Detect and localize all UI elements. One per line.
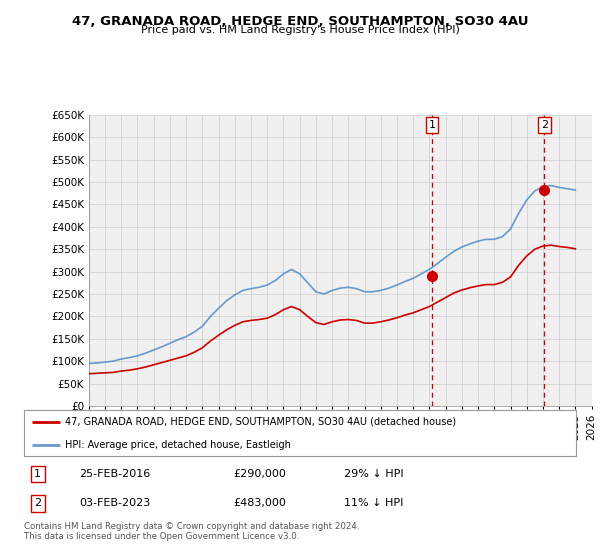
Text: 11% ↓ HPI: 11% ↓ HPI [344,498,404,508]
Text: Contains HM Land Registry data © Crown copyright and database right 2024.
This d: Contains HM Land Registry data © Crown c… [24,522,359,542]
Text: £483,000: £483,000 [234,498,287,508]
Text: 2: 2 [541,120,548,130]
Text: 1: 1 [428,120,436,130]
Text: £290,000: £290,000 [234,469,287,479]
Text: 47, GRANADA ROAD, HEDGE END, SOUTHAMPTON, SO30 4AU (detached house): 47, GRANADA ROAD, HEDGE END, SOUTHAMPTON… [65,417,457,427]
Text: 03-FEB-2023: 03-FEB-2023 [79,498,151,508]
Text: 47, GRANADA ROAD, HEDGE END, SOUTHAMPTON, SO30 4AU: 47, GRANADA ROAD, HEDGE END, SOUTHAMPTON… [72,15,528,27]
Text: 1: 1 [34,469,41,479]
Text: 29% ↓ HPI: 29% ↓ HPI [344,469,404,479]
Text: HPI: Average price, detached house, Eastleigh: HPI: Average price, detached house, East… [65,440,291,450]
Text: Price paid vs. HM Land Registry's House Price Index (HPI): Price paid vs. HM Land Registry's House … [140,25,460,35]
Text: 2: 2 [34,498,41,508]
Text: 25-FEB-2016: 25-FEB-2016 [79,469,151,479]
